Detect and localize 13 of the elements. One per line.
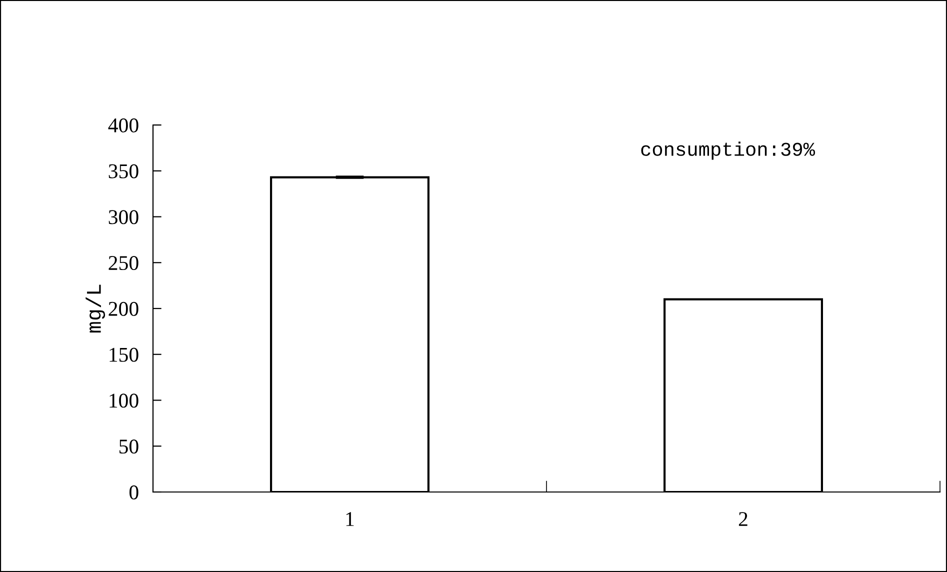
x-tick-label: 2 — [738, 512, 748, 526]
y-tick-label: 250 — [108, 256, 138, 270]
y-tick-label: 100 — [110, 394, 138, 408]
y-tick-label: 350 — [108, 164, 138, 178]
y-tick-label: 50 — [119, 440, 138, 454]
y-tick-label: 400 — [108, 118, 138, 132]
y-tick-label: 150 — [110, 348, 138, 362]
x-tick-label: 1 — [346, 512, 354, 526]
y-tick-label: 0 — [129, 485, 138, 500]
annotation: consumption:39% — [641, 142, 816, 160]
y-tick-label: 300 — [108, 210, 138, 224]
y-axis-title: mg/L — [86, 284, 106, 332]
y-tick-label: 200 — [108, 302, 138, 316]
